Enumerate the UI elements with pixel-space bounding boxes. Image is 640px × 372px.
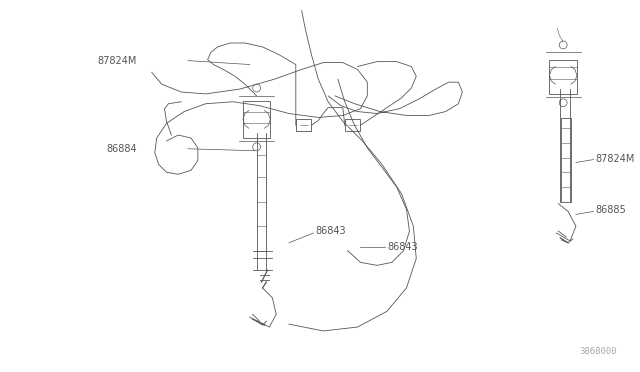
Text: 87824M: 87824M (98, 56, 137, 65)
Text: 3868000: 3868000 (579, 347, 617, 356)
Text: 86885: 86885 (596, 205, 627, 215)
Text: 86884: 86884 (106, 144, 137, 154)
Bar (243, 101, 270, 138)
Bar (296, 119, 312, 131)
Bar (550, 60, 577, 94)
Bar (345, 119, 360, 131)
Text: 86843: 86843 (387, 242, 417, 252)
Bar (561, 118, 571, 202)
Text: 87824M: 87824M (596, 154, 635, 164)
Text: 86843: 86843 (316, 226, 346, 236)
